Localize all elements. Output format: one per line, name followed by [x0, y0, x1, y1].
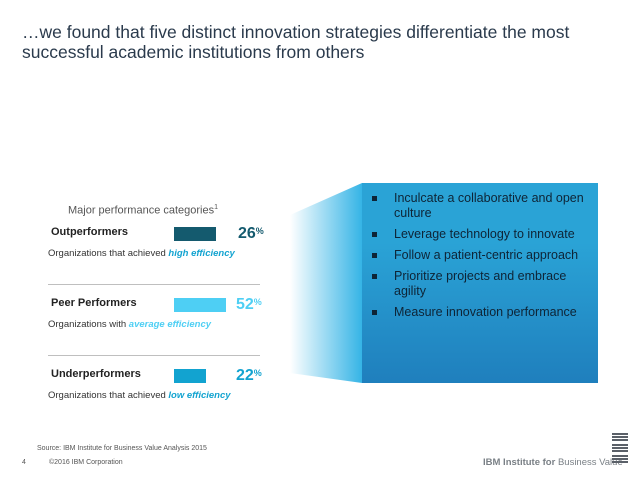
category-underperformers: Underperformers 22% Organizations that ach… — [48, 367, 283, 428]
strategy-item: Measure innovation performance — [372, 305, 594, 320]
percent-unit: % — [253, 368, 262, 378]
category-description: Organizations with average efficiency — [48, 319, 211, 330]
strategy-text: Measure innovation performance — [394, 305, 577, 319]
strategy-text: Follow a patient-centric approach — [394, 248, 579, 262]
category-percent: 22% — [236, 367, 262, 385]
category-bar — [174, 369, 206, 383]
category-bar — [174, 227, 216, 241]
brand-rest: Business Value — [555, 457, 623, 468]
bullet-icon — [372, 310, 377, 315]
categories-header: Major performance categories1 — [68, 204, 218, 217]
brand-name: IBM Institute for Business Value — [483, 457, 623, 468]
category-value: 26 — [238, 225, 256, 242]
category-value: 52 — [236, 296, 254, 313]
category-name: Peer Performers — [51, 297, 137, 309]
category-desc-emphasis: high efficiency — [168, 248, 235, 259]
category-name: Underperformers — [51, 368, 141, 380]
strategy-item: Follow a patient-centric approach — [372, 248, 594, 263]
strategies-list: Inculcate a collaborative and open cultu… — [362, 183, 598, 320]
footnote-marker: 1 — [214, 204, 219, 211]
bullet-icon — [372, 274, 377, 279]
category-description: Organizations that achieved low efficien… — [48, 390, 231, 401]
separator — [48, 284, 260, 285]
bullet-icon — [372, 253, 377, 258]
brand-bold: IBM Institute for — [483, 457, 556, 468]
category-bar — [174, 298, 226, 312]
category-desc-prefix: Organizations that achieved — [48, 248, 166, 259]
bullet-icon — [372, 232, 377, 237]
category-outperformers: Outperformers 26% Organizations that achie… — [48, 225, 283, 286]
source-note: Source: IBM Institute for Business Value… — [37, 445, 207, 452]
separator — [48, 355, 260, 356]
percent-unit: % — [255, 226, 264, 236]
strategy-text: Prioritize projects and embrace agility — [394, 269, 567, 298]
strategy-text: Inculcate a collaborative and open cultu… — [394, 191, 584, 220]
strategy-item: Inculcate a collaborative and open cultu… — [372, 191, 594, 221]
category-desc-prefix: Organizations with — [48, 319, 127, 330]
category-desc-prefix: Organizations that achieved — [48, 390, 166, 401]
strategy-item: Leverage technology to innovate — [372, 227, 594, 242]
categories-header-label: Major performance categories — [68, 204, 215, 217]
category-percent: 52% — [236, 296, 262, 314]
copyright: ©2016 IBM Corporation — [49, 459, 123, 466]
category-description: Organizations that achieved high efficie… — [48, 248, 235, 259]
percent-unit: % — [253, 297, 262, 307]
connector-funnel — [290, 183, 362, 383]
category-value: 22 — [236, 367, 254, 384]
ibm-logo-icon — [612, 433, 628, 463]
page-number: 4 — [22, 459, 26, 466]
strategy-text: Leverage technology to innovate — [394, 227, 575, 241]
page-title: …we found that five distinct innovation … — [22, 22, 570, 62]
bullet-icon — [372, 196, 377, 201]
category-desc-emphasis: low efficiency — [168, 390, 231, 401]
category-name: Outperformers — [51, 226, 129, 238]
category-peer-performers: Peer Performers 52% Organizations with ave… — [48, 296, 283, 357]
category-desc-emphasis: average efficiency — [128, 319, 212, 330]
strategies-panel: Inculcate a collaborative and open cultu… — [362, 183, 598, 383]
category-percent: 26% — [238, 225, 264, 243]
strategy-item: Prioritize projects and embrace agility — [372, 269, 594, 299]
